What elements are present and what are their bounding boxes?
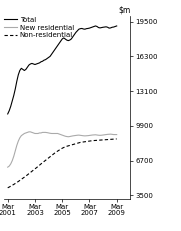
Non-residential: [43, 160, 45, 163]
New residential: [7, 166, 9, 169]
Total: [61, 38, 63, 40]
Text: $m: $m: [118, 5, 130, 14]
Total: [43, 59, 45, 61]
New residential: [107, 133, 109, 136]
Non-residential: [97, 139, 100, 142]
New residential: [63, 134, 65, 137]
Line: Non-residential: Non-residential: [8, 139, 117, 188]
Total: [7, 112, 9, 115]
Legend: Total, New residential, Non-residential: Total, New residential, Non-residential: [4, 17, 74, 38]
New residential: [28, 131, 30, 133]
Total: [102, 26, 104, 29]
New residential: [102, 134, 104, 136]
New residential: [116, 133, 118, 136]
Total: [94, 24, 97, 27]
New residential: [45, 131, 47, 134]
Line: Total: Total: [8, 26, 117, 114]
Line: New residential: New residential: [8, 132, 117, 167]
Non-residential: [105, 138, 107, 141]
Non-residential: [100, 139, 103, 141]
Total: [99, 27, 101, 29]
New residential: [32, 132, 35, 134]
Total: [107, 26, 109, 29]
Total: [31, 62, 33, 65]
Non-residential: [116, 137, 118, 140]
Non-residential: [31, 170, 33, 173]
Non-residential: [7, 186, 9, 189]
New residential: [99, 134, 101, 137]
Non-residential: [61, 147, 63, 150]
Total: [116, 24, 118, 27]
